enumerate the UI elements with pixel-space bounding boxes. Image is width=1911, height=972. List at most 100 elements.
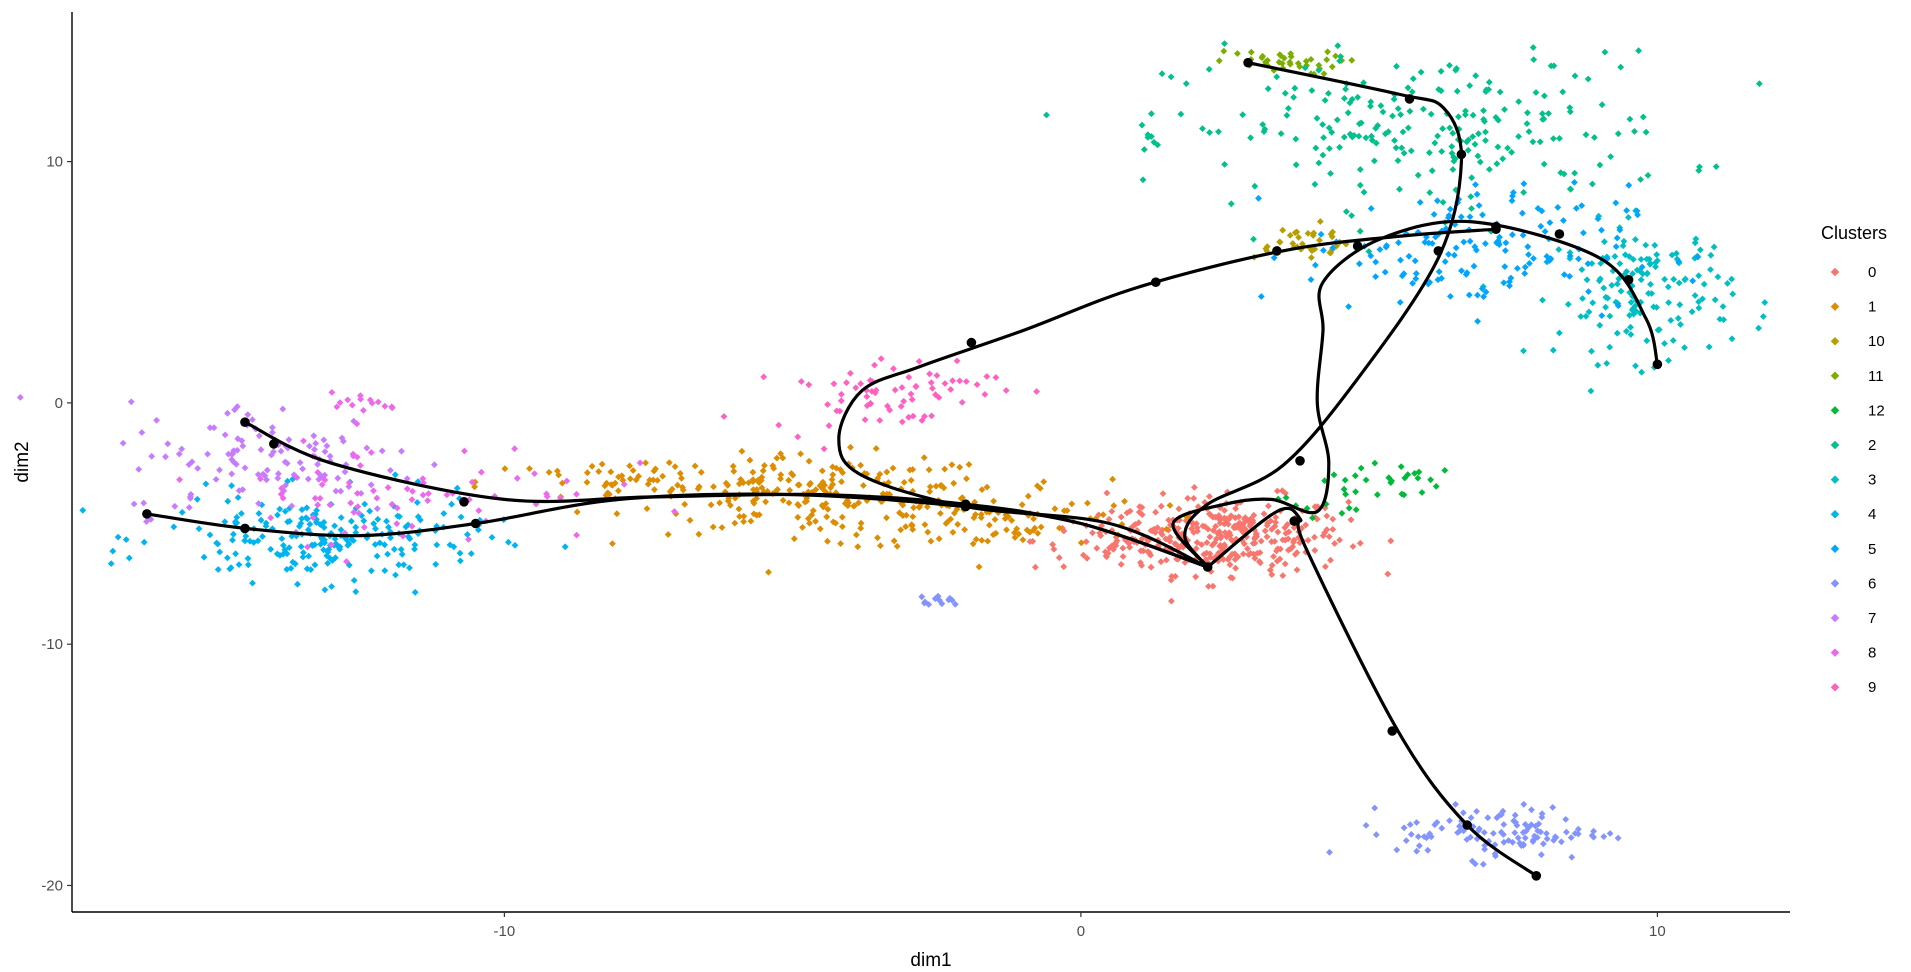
point-cluster-4 xyxy=(337,514,345,521)
point-cluster-5 xyxy=(1416,199,1424,206)
point-cluster-12 xyxy=(1415,468,1423,476)
point-cluster-4 xyxy=(235,561,243,568)
point-cluster-10 xyxy=(1276,238,1283,246)
point-cluster-6 xyxy=(1459,809,1467,817)
point-cluster-4 xyxy=(281,508,289,515)
point-cluster-1 xyxy=(674,481,681,489)
point-cluster-2 xyxy=(1273,73,1281,81)
point-cluster-0 xyxy=(1130,522,1138,529)
legend-key-5 xyxy=(1830,544,1840,554)
point-cluster-6 xyxy=(1558,838,1565,846)
point-cluster-9 xyxy=(830,380,838,388)
y-tick-label: 0 xyxy=(55,395,63,412)
point-cluster-2 xyxy=(1354,93,1362,101)
point-cluster-2 xyxy=(1525,128,1533,135)
point-cluster-8 xyxy=(563,477,571,485)
point-cluster-7 xyxy=(233,403,241,410)
point-cluster-1 xyxy=(1051,505,1059,513)
point-cluster-4 xyxy=(233,519,241,527)
point-cluster-0 xyxy=(1244,545,1251,553)
point-cluster-5 xyxy=(1521,263,1529,271)
point-cluster-2 xyxy=(1336,143,1343,151)
point-cluster-5 xyxy=(1376,246,1384,253)
point-cluster-5 xyxy=(1452,244,1460,252)
point-cluster-7 xyxy=(232,460,240,468)
point-cluster-5 xyxy=(1412,275,1420,283)
point-cluster-1 xyxy=(975,563,983,571)
point-cluster-7 xyxy=(270,448,277,456)
point-cluster-2 xyxy=(1545,110,1552,117)
point-cluster-6 xyxy=(1600,833,1608,840)
point-cluster-6 xyxy=(1574,825,1582,833)
point-cluster-1 xyxy=(716,499,723,507)
point-cluster-4 xyxy=(456,549,464,557)
point-cluster-2 xyxy=(1291,84,1299,92)
legend-key-9 xyxy=(1830,682,1840,692)
point-cluster-7 xyxy=(378,447,386,455)
point-cluster-4 xyxy=(202,480,210,488)
point-cluster-7 xyxy=(255,500,262,507)
point-cluster-2 xyxy=(1434,132,1441,140)
point-cluster-1 xyxy=(501,465,509,473)
point-cluster-2 xyxy=(1148,110,1155,118)
point-cluster-2 xyxy=(1043,111,1050,119)
point-cluster-2 xyxy=(1449,166,1457,173)
point-cluster-2 xyxy=(1406,107,1414,115)
point-cluster-5 xyxy=(1514,265,1521,272)
point-cluster-4 xyxy=(417,516,424,524)
point-cluster-2 xyxy=(1138,121,1146,129)
legend: Clusters 0 1 10 11 12 2 3 4 5 6 7 8 9 xyxy=(1821,223,1887,696)
legend-label-1: 1 xyxy=(1868,299,1876,316)
point-cluster-3 xyxy=(1539,296,1546,304)
point-cluster-2 xyxy=(1468,205,1475,212)
point-cluster-6 xyxy=(1543,835,1551,843)
point-cluster-2 xyxy=(1400,149,1408,157)
trajectory-node xyxy=(1289,516,1299,526)
point-cluster-9 xyxy=(928,412,935,420)
point-cluster-6 xyxy=(1424,846,1432,854)
trajectory-node xyxy=(1202,562,1213,572)
point-cluster-6 xyxy=(918,593,926,601)
point-cluster-11 xyxy=(1320,70,1328,78)
legend-items: 0 1 10 11 12 2 3 4 5 6 7 8 9 xyxy=(1830,264,1885,696)
point-cluster-8 xyxy=(419,491,427,499)
point-cluster-2 xyxy=(1177,110,1185,118)
point-cluster-5 xyxy=(1526,260,1533,267)
point-cluster-12 xyxy=(1345,504,1353,512)
point-cluster-4 xyxy=(440,510,448,517)
point-cluster-4 xyxy=(352,523,360,531)
point-cluster-3 xyxy=(1588,260,1596,267)
point-cluster-6 xyxy=(1481,845,1488,853)
point-cluster-2 xyxy=(1471,140,1479,148)
point-cluster-7 xyxy=(338,434,346,442)
point-cluster-4 xyxy=(233,513,241,521)
trajectory-node xyxy=(142,509,152,519)
point-cluster-0 xyxy=(1209,582,1217,590)
point-cluster-2 xyxy=(1394,157,1402,164)
point-cluster-7 xyxy=(206,424,214,432)
point-cluster-4 xyxy=(371,541,379,548)
point-cluster-9 xyxy=(947,386,955,393)
point-cluster-3 xyxy=(1601,238,1608,246)
legend-label-5: 5 xyxy=(1868,541,1876,558)
point-cluster-9 xyxy=(836,407,844,415)
point-cluster-5 xyxy=(1530,255,1537,262)
point-cluster-0 xyxy=(1228,550,1236,558)
point-cluster-2 xyxy=(1360,79,1367,87)
point-cluster-4 xyxy=(216,548,224,556)
point-cluster-7 xyxy=(175,450,183,458)
point-cluster-3 xyxy=(1632,362,1639,370)
point-cluster-8 xyxy=(636,459,644,467)
trajectory-curve-6 xyxy=(1206,506,1538,878)
point-cluster-4 xyxy=(331,535,339,543)
point-cluster-12 xyxy=(1398,490,1406,498)
point-cluster-7 xyxy=(239,486,247,493)
point-cluster-6 xyxy=(1407,831,1415,838)
point-cluster-1 xyxy=(758,473,766,481)
point-cluster-6 xyxy=(1400,824,1408,832)
point-cluster-6 xyxy=(1473,808,1480,815)
point-cluster-9 xyxy=(956,377,964,385)
point-cluster-12 xyxy=(1352,488,1359,496)
point-cluster-7 xyxy=(332,487,340,495)
